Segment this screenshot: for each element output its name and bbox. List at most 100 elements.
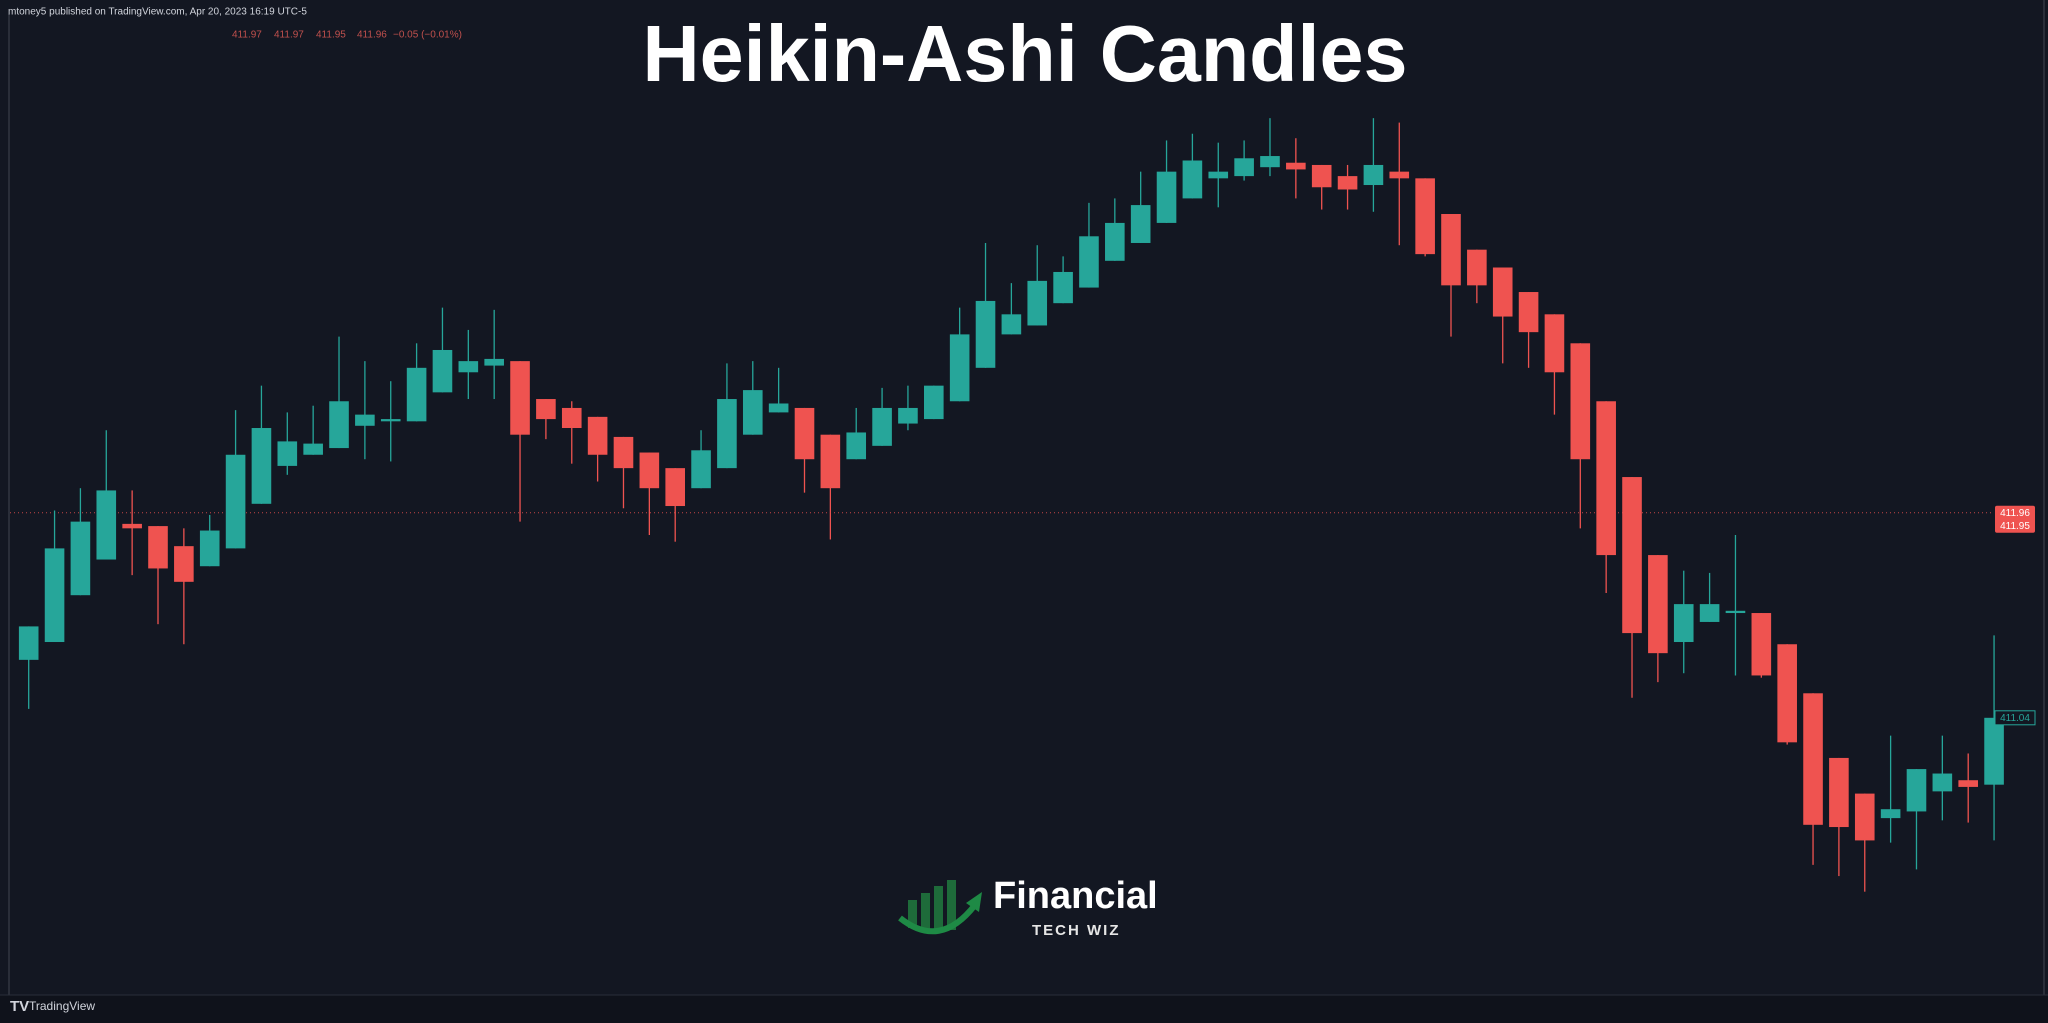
logo-swoosh — [898, 903, 978, 935]
candle-body — [225, 454, 246, 549]
candle-body — [174, 546, 194, 582]
candle-body — [1803, 693, 1823, 825]
candle-body — [1027, 280, 1048, 326]
candle-body — [1441, 214, 1461, 286]
candle-body — [1854, 793, 1875, 841]
legend-low: 411.95 — [316, 30, 346, 41]
last-price-box — [1994, 710, 2036, 726]
footer-bar — [0, 995, 2048, 1023]
candle-body — [1751, 613, 1772, 676]
candle-body — [1725, 610, 1746, 614]
candle-body — [1389, 171, 1410, 179]
candle-body — [380, 419, 401, 422]
candle-body — [199, 530, 220, 567]
candle-body — [1053, 271, 1073, 304]
candle-body — [587, 416, 608, 455]
price-label-box — [1995, 505, 2035, 533]
candle-body — [70, 521, 91, 596]
candle-body — [639, 452, 660, 489]
logo-bar — [947, 880, 956, 930]
candle-body — [1777, 644, 1797, 743]
candle-body — [975, 300, 996, 368]
watermark-tagline: TECH WIZ — [1032, 922, 1121, 939]
candle-body — [1570, 343, 1591, 460]
candle-body — [820, 434, 841, 489]
candle-body — [1518, 292, 1539, 333]
candle-body — [1673, 604, 1694, 643]
candle-body — [665, 468, 685, 507]
publisher-note: mtoney5 published on TradingView.com, Ap… — [8, 7, 307, 18]
legend-change: −0.05 (−0.01%) — [393, 30, 462, 41]
footer-brand: TradingView — [29, 999, 95, 1013]
candle-body — [794, 407, 815, 460]
candle-body — [251, 428, 272, 504]
candle-body — [924, 385, 944, 420]
candle-body — [1260, 156, 1280, 168]
candle-body — [44, 548, 65, 643]
candle-body — [1932, 773, 1953, 792]
candle-body — [96, 490, 117, 560]
candle-body — [717, 399, 737, 469]
candle-body — [303, 443, 323, 455]
candle-body — [432, 349, 453, 393]
candle-body — [1156, 171, 1177, 223]
candle-body — [1906, 769, 1927, 812]
candles: 411.96 411.95 411.04 — [10, 118, 2036, 892]
candle-body — [18, 626, 39, 660]
candle-body — [355, 414, 375, 426]
legend-close: 411.96 — [357, 30, 387, 41]
candle-body — [277, 441, 298, 466]
candle-body — [1596, 401, 1616, 556]
candle-body — [1880, 809, 1901, 819]
price-label: 411.95 — [2000, 521, 2030, 532]
candle-body — [1829, 757, 1849, 828]
footer-logo: TV — [10, 998, 29, 1015]
ohlc-legend: 411.97 411.97 411.95 411.96 −0.05 (−0.01… — [232, 30, 462, 41]
candle-body — [1337, 176, 1358, 190]
candle-body — [1622, 477, 1642, 634]
candle-body — [458, 361, 479, 373]
candle-body — [1984, 717, 2004, 785]
legend-open: 411.97 — [232, 30, 262, 41]
logo-bar — [934, 886, 943, 930]
candle-body — [1208, 171, 1229, 179]
logo-bar — [921, 893, 930, 930]
candle-body — [1001, 314, 1022, 335]
candle-body — [691, 450, 711, 489]
candle-body — [1079, 236, 1099, 288]
candle-body — [846, 432, 867, 460]
candle-body — [329, 401, 349, 449]
watermark-name: Financial — [993, 875, 1158, 917]
candle-body — [1130, 205, 1151, 243]
candle-body — [1363, 164, 1384, 186]
candle-body — [1105, 222, 1125, 261]
candle-body — [1648, 555, 1668, 654]
candle-body — [122, 523, 142, 529]
candle-body — [768, 403, 789, 413]
legend-high: 411.97 — [274, 30, 304, 41]
candle-body — [561, 407, 582, 429]
candle-body — [406, 367, 427, 422]
candle-body — [1699, 604, 1720, 622]
candle-body — [1492, 267, 1513, 317]
candle-body — [510, 361, 530, 435]
price-label: 411.96 — [2000, 508, 2030, 519]
candle-body — [1234, 158, 1254, 177]
candle-body — [872, 407, 892, 446]
candle-body — [1182, 160, 1203, 199]
candle-body — [1544, 314, 1565, 373]
logo-arrow — [966, 892, 982, 912]
candle-body — [1311, 164, 1332, 188]
candle-body — [613, 436, 634, 469]
candle-body — [1958, 780, 1978, 787]
candle-body — [742, 390, 763, 435]
watermark-icon — [898, 880, 982, 935]
candle-body — [1467, 249, 1487, 286]
chart-title: Heikin-Ashi Candles — [643, 9, 1408, 98]
last-price-label: 411.04 — [2000, 713, 2030, 724]
candle-body — [484, 358, 504, 366]
candle-body — [1286, 162, 1306, 170]
candle-body — [898, 407, 918, 424]
